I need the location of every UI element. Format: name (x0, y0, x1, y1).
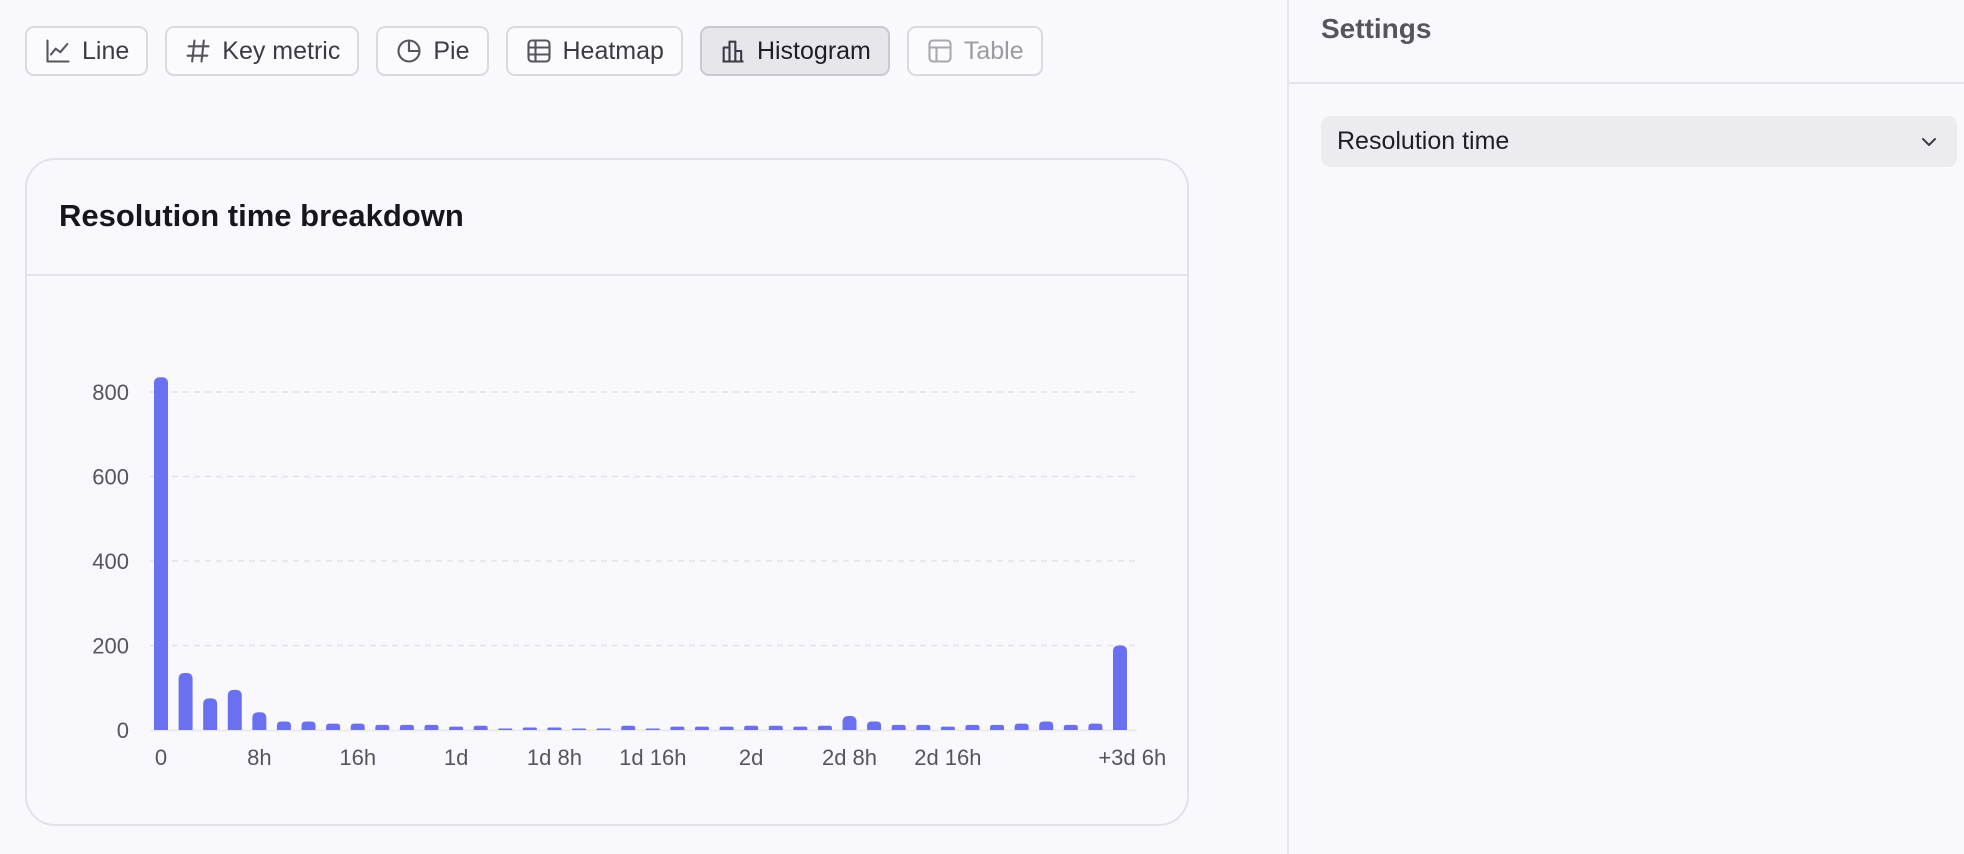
key-metric-button[interactable]: Key metric (165, 26, 360, 76)
histogram-bar[interactable] (1039, 721, 1054, 730)
x-tick-label: 0 (155, 745, 167, 770)
hash-icon (184, 37, 212, 65)
histogram-bar[interactable] (867, 721, 882, 730)
heatmap-label: Heatmap (562, 36, 664, 65)
settings-panel-border (1287, 0, 1289, 854)
histogram-bar[interactable] (473, 725, 488, 730)
histogram-bar[interactable] (1113, 645, 1127, 731)
histogram-bar[interactable] (916, 724, 931, 730)
histogram-bar[interactable] (449, 726, 464, 730)
histogram-bar[interactable] (424, 724, 439, 730)
histogram-bar[interactable] (326, 723, 341, 730)
histogram-bar[interactable] (252, 712, 267, 730)
metric-select-value: Resolution time (1337, 127, 1510, 155)
key-metric-label: Key metric (222, 36, 341, 65)
histogram-bar[interactable] (1063, 724, 1078, 730)
histogram-bar[interactable] (621, 725, 636, 730)
settings-divider (1289, 82, 1964, 84)
histogram-bar[interactable] (596, 728, 611, 731)
chart-card: Resolution time breakdown 0 200 400 600 800 0… (25, 158, 1189, 826)
y-tick-label: 600 (92, 465, 129, 490)
x-tick-label: 8h (247, 745, 271, 770)
table-label: Table (963, 36, 1024, 65)
histogram-bar[interactable] (842, 716, 857, 730)
histogram-bar[interactable] (744, 725, 759, 730)
histogram-bar[interactable] (203, 698, 218, 730)
metric-select[interactable]: Resolution time (1321, 116, 1957, 167)
histogram-bar[interactable] (817, 725, 832, 730)
histogram-bar[interactable] (522, 727, 537, 730)
x-tick-label: +3d 6h (1098, 745, 1166, 770)
heatmap-button[interactable]: Heatmap (505, 26, 683, 76)
histogram-bar[interactable] (965, 724, 980, 730)
line-chart-label: Line (82, 36, 130, 65)
histogram-bar[interactable] (399, 724, 414, 730)
table-icon (926, 37, 954, 65)
histogram-bar[interactable] (227, 689, 242, 730)
x-tick-label: 1d 16h (619, 745, 686, 770)
y-tick-label: 800 (92, 380, 129, 405)
bar-chart-icon (719, 37, 747, 65)
histogram-chart: 0 200 400 600 800 0 8h 16h 1d 1d 8h 1d 16h 2d 2d 8h 2… (92, 377, 1166, 770)
histogram-bar[interactable] (1014, 723, 1029, 730)
table-button[interactable]: Table (906, 26, 1043, 76)
line-chart-button[interactable]: Line (25, 26, 149, 76)
grid-icon (525, 37, 553, 65)
y-tick-label: 400 (92, 549, 129, 574)
histogram-bar[interactable] (178, 672, 193, 730)
x-tick-label: 1d 8h (527, 745, 582, 770)
histogram-bar[interactable] (694, 726, 709, 730)
histogram-bar[interactable] (1088, 723, 1103, 730)
histogram-bar[interactable] (645, 728, 660, 731)
histogram-bar[interactable] (891, 724, 906, 730)
histogram-bar[interactable] (793, 726, 808, 730)
histogram-bar[interactable] (768, 725, 783, 730)
settings-title: Settings (1321, 13, 1432, 44)
x-tick-label: 1d (444, 745, 468, 770)
x-tick-label: 2d (739, 745, 763, 770)
histogram-label: Histogram (756, 36, 871, 65)
chart-type-toolbar: Line Key metric Pie Heatmap Histogram Ta… (25, 26, 1043, 76)
histogram-bar[interactable] (276, 721, 291, 730)
histogram-bar[interactable] (498, 728, 513, 731)
chart-title: Resolution time breakdown (59, 198, 464, 233)
x-tick-label: 2d 16h (914, 745, 981, 770)
pie-chart-button[interactable]: Pie (376, 26, 489, 76)
line-chart-icon (44, 37, 72, 65)
pie-chart-icon (395, 37, 423, 65)
x-tick-label: 2d 8h (822, 745, 877, 770)
histogram-bar[interactable] (670, 726, 685, 730)
histogram-bar[interactable] (301, 721, 316, 730)
histogram-bar[interactable] (719, 726, 734, 730)
histogram-bar[interactable] (990, 724, 1005, 730)
histogram-bar[interactable] (350, 723, 365, 730)
histogram-bar[interactable] (375, 724, 390, 730)
histogram-bar[interactable] (547, 727, 562, 730)
histogram-bar[interactable] (572, 728, 587, 731)
chevron-down-icon (1917, 130, 1941, 154)
histogram-bar[interactable] (154, 377, 168, 730)
card-divider (27, 274, 1187, 276)
histogram-button[interactable]: Histogram (699, 26, 890, 76)
y-tick-label: 0 (117, 718, 129, 743)
y-tick-label: 200 (92, 634, 129, 659)
pie-chart-label: Pie (433, 36, 470, 65)
x-tick-label: 16h (339, 745, 376, 770)
histogram-bar[interactable] (940, 726, 955, 730)
